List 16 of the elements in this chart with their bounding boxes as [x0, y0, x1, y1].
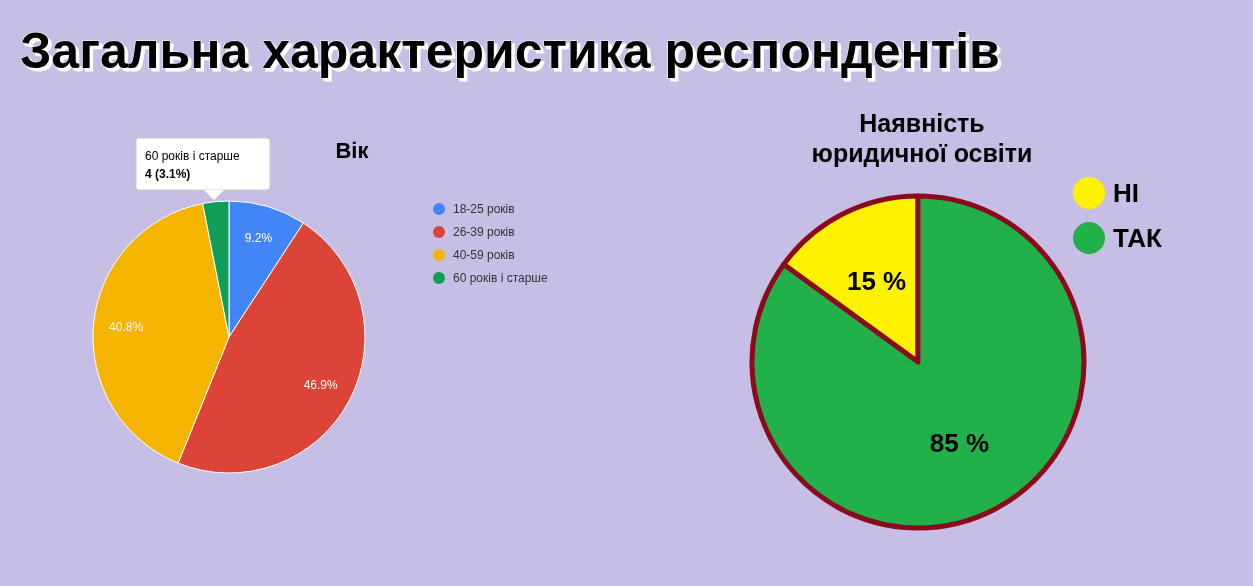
- legend-label: 40-59 років: [453, 248, 515, 262]
- legend-label: ТАК: [1113, 223, 1163, 253]
- legend-label: 60 років і старше: [453, 271, 548, 285]
- legend-label: 18-25 років: [453, 202, 515, 216]
- legend-label: 26-39 років: [453, 225, 515, 239]
- chart-title: Наявність юридичної освіти: [811, 109, 1033, 167]
- chart-subtitle: Вік: [335, 138, 370, 163]
- data-label: 40.8%: [109, 320, 144, 335]
- data-label: 15 %: [846, 265, 907, 296]
- tooltip-callout: 60 років і старше 4 (3.1%): [135, 137, 271, 200]
- legend-label: НІ: [1113, 178, 1139, 208]
- data-label: 85 %: [929, 428, 990, 459]
- chart-title: Загальна характеристика респондентів: [20, 23, 1000, 79]
- data-label: 46.9%: [303, 377, 338, 392]
- data-label: 9.2%: [244, 230, 273, 245]
- pie-slice: [749, 193, 1087, 531]
